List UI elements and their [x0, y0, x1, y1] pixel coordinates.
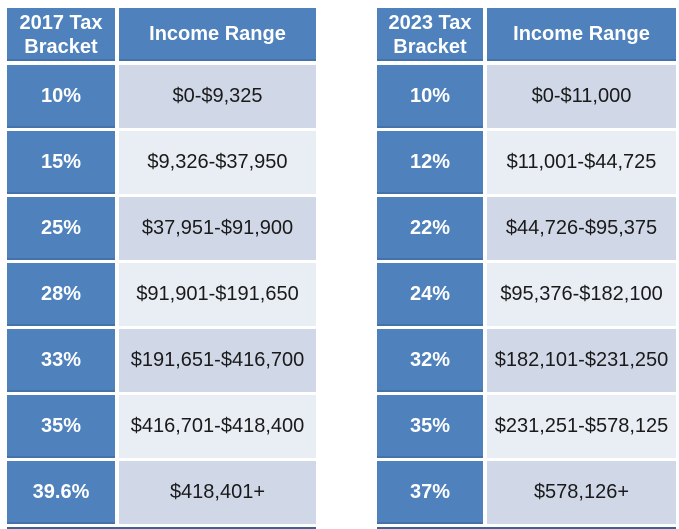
table-header-row: 2017 Tax Bracket Income Range — [7, 8, 316, 61]
bracket-cell: 37% — [377, 461, 483, 524]
tax-table-2023: 2023 Tax Bracket Income Range 10% $0-$11… — [377, 8, 676, 529]
table-row: 37% $578,126+ — [377, 461, 676, 524]
header-cell-income: Income Range — [487, 8, 676, 61]
bracket-cell: 15% — [7, 131, 115, 194]
header-cell-income: Income Range — [119, 8, 316, 61]
table-row: 28% $91,901-$191,650 — [7, 263, 316, 326]
income-cell: $0-$9,325 — [119, 65, 316, 128]
table-row: 35% $416,701-$418,400 — [7, 395, 316, 458]
bracket-cell: 10% — [377, 65, 483, 128]
bracket-cell: 24% — [377, 263, 483, 326]
bracket-cell: 33% — [7, 329, 115, 392]
table-row: 35% $231,251-$578,125 — [377, 395, 676, 458]
income-cell: $418,401+ — [119, 461, 316, 524]
table-row: 32% $182,101-$231,250 — [377, 329, 676, 392]
tax-table-2017: 2017 Tax Bracket Income Range 10% $0-$9,… — [7, 8, 316, 529]
bracket-cell: 35% — [377, 395, 483, 458]
bracket-cell: 10% — [7, 65, 115, 128]
bracket-cell: 12% — [377, 131, 483, 194]
income-cell: $44,726-$95,375 — [487, 197, 676, 260]
table-bottom-border — [377, 527, 676, 529]
bracket-cell: 28% — [7, 263, 115, 326]
income-cell: $578,126+ — [487, 461, 676, 524]
table-bottom-border — [7, 527, 316, 529]
bracket-cell: 25% — [7, 197, 115, 260]
income-cell: $91,901-$191,650 — [119, 263, 316, 326]
table-row: 33% $191,651-$416,700 — [7, 329, 316, 392]
table-row: 22% $44,726-$95,375 — [377, 197, 676, 260]
table-row: 24% $95,376-$182,100 — [377, 263, 676, 326]
header-cell-bracket: 2023 Tax Bracket — [377, 8, 483, 61]
header-cell-bracket: 2017 Tax Bracket — [7, 8, 115, 61]
table-row: 12% $11,001-$44,725 — [377, 131, 676, 194]
income-cell: $231,251-$578,125 — [487, 395, 676, 458]
income-cell: $9,326-$37,950 — [119, 131, 316, 194]
income-cell: $182,101-$231,250 — [487, 329, 676, 392]
income-cell: $11,001-$44,725 — [487, 131, 676, 194]
table-row: 39.6% $418,401+ — [7, 461, 316, 524]
bracket-cell: 32% — [377, 329, 483, 392]
table-header-row: 2023 Tax Bracket Income Range — [377, 8, 676, 61]
income-cell: $37,951-$91,900 — [119, 197, 316, 260]
table-row: 10% $0-$11,000 — [377, 65, 676, 128]
bracket-cell: 39.6% — [7, 461, 115, 524]
table-row: 15% $9,326-$37,950 — [7, 131, 316, 194]
income-cell: $416,701-$418,400 — [119, 395, 316, 458]
income-cell: $95,376-$182,100 — [487, 263, 676, 326]
bracket-cell: 22% — [377, 197, 483, 260]
table-row: 10% $0-$9,325 — [7, 65, 316, 128]
income-cell: $0-$11,000 — [487, 65, 676, 128]
table-row: 25% $37,951-$91,900 — [7, 197, 316, 260]
income-cell: $191,651-$416,700 — [119, 329, 316, 392]
bracket-cell: 35% — [7, 395, 115, 458]
